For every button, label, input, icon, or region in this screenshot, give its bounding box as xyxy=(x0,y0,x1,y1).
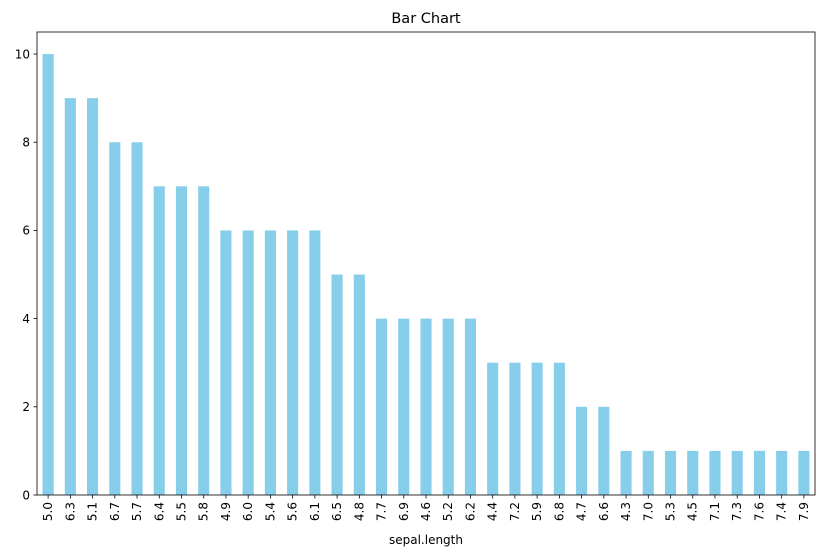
x-tick-label: 6.6 xyxy=(597,502,611,521)
bar-5.5 xyxy=(175,186,188,495)
x-tick-label: 4.9 xyxy=(219,502,233,521)
bar-5.3 xyxy=(664,450,677,495)
bar-5.2 xyxy=(442,318,454,495)
bar-5.4 xyxy=(264,230,276,495)
x-tick-label: 7.6 xyxy=(752,502,766,521)
bar-6.8 xyxy=(553,362,565,495)
x-tick-label: 4.7 xyxy=(575,502,589,521)
bar-4.5 xyxy=(687,450,699,495)
x-tick-label: 4.8 xyxy=(352,502,366,521)
plot-area xyxy=(42,54,810,496)
bar-6.2 xyxy=(464,318,477,495)
x-axis: 5.0 6.3 5.1 6.7 5.7 6.4 5.5 5.8 4.9 6.0 5.4 5.6 6.1 6… xyxy=(41,495,811,521)
bar-5.0 xyxy=(42,54,54,496)
bar-7.3 xyxy=(731,450,743,495)
bar-4.9 xyxy=(220,230,232,495)
bar-4.8 xyxy=(353,274,365,495)
bar-6.3 xyxy=(64,98,76,495)
bar-7.1 xyxy=(709,450,721,495)
x-tick-label: 6.0 xyxy=(241,502,255,521)
y-tick-label: 2 xyxy=(22,400,30,414)
x-tick-label: 6.4 xyxy=(152,502,166,521)
bar-7.0 xyxy=(642,450,654,495)
x-tick-label: 6.8 xyxy=(552,502,566,521)
bar-6.5 xyxy=(331,274,343,495)
bar-7.7 xyxy=(375,318,388,495)
x-tick-label: 7.3 xyxy=(730,502,744,521)
bar-5.7 xyxy=(131,142,143,496)
chart-title: Bar Chart xyxy=(391,11,461,27)
bar-6.6 xyxy=(598,406,610,495)
x-tick-label: 6.3 xyxy=(63,502,77,521)
bar-7.4 xyxy=(776,450,788,495)
x-tick-label: 7.0 xyxy=(641,502,655,521)
x-tick-label: 5.8 xyxy=(197,502,211,521)
x-tick-label: 4.5 xyxy=(686,502,700,521)
bar-5.6 xyxy=(287,230,299,495)
x-tick-label: 6.1 xyxy=(308,502,322,521)
bar-4.7 xyxy=(576,406,588,495)
bar-7.9 xyxy=(798,450,810,495)
x-tick-label: 6.9 xyxy=(397,502,411,521)
x-tick-label: 4.4 xyxy=(486,502,500,521)
plot-frame xyxy=(36,31,816,496)
y-tick-label: 6 xyxy=(22,224,30,238)
y-tick-label: 0 xyxy=(22,488,30,502)
x-tick-label: 5.6 xyxy=(286,502,300,521)
x-tick-label: 6.5 xyxy=(330,502,344,521)
bar-6.9 xyxy=(398,318,410,495)
x-tick-label: 7.1 xyxy=(708,502,722,521)
bar-4.6 xyxy=(420,318,432,495)
x-axis-label: sepal.length xyxy=(389,533,463,547)
bar-6.1 xyxy=(309,230,321,495)
bar-5.9 xyxy=(531,362,543,495)
x-tick-label: 5.3 xyxy=(664,502,678,521)
bar-7.6 xyxy=(753,450,765,495)
x-tick-label: 4.3 xyxy=(619,502,633,521)
x-tick-label: 5.5 xyxy=(174,502,188,521)
y-tick-label: 10 xyxy=(15,47,30,61)
x-tick-label: 5.0 xyxy=(41,502,55,521)
bar-5.1 xyxy=(87,98,99,495)
y-tick-label: 4 xyxy=(22,312,30,326)
x-tick-label: 6.7 xyxy=(108,502,122,521)
x-tick-label: 5.2 xyxy=(441,502,455,521)
x-tick-label: 7.7 xyxy=(375,502,389,521)
x-tick-label: 7.2 xyxy=(508,502,522,521)
y-tick-label: 8 xyxy=(22,136,30,150)
bar-6.4 xyxy=(153,186,165,495)
x-tick-label: 5.1 xyxy=(86,502,100,521)
bar-4.3 xyxy=(620,450,632,495)
bar-6.0 xyxy=(242,230,254,495)
x-tick-label: 6.2 xyxy=(463,502,477,521)
x-tick-label: 5.4 xyxy=(263,502,277,521)
x-tick-label: 5.9 xyxy=(530,502,544,521)
x-tick-label: 7.4 xyxy=(775,502,789,521)
bar-7.2 xyxy=(509,362,521,495)
y-axis: 0 2 4 6 8 10 xyxy=(15,47,37,502)
bar-4.4 xyxy=(487,362,499,495)
x-tick-label: 4.6 xyxy=(419,502,433,521)
x-tick-label: 5.7 xyxy=(130,502,144,521)
bar-5.8 xyxy=(198,186,210,495)
x-tick-label: 7.9 xyxy=(797,502,811,521)
bar-6.7 xyxy=(109,142,121,496)
